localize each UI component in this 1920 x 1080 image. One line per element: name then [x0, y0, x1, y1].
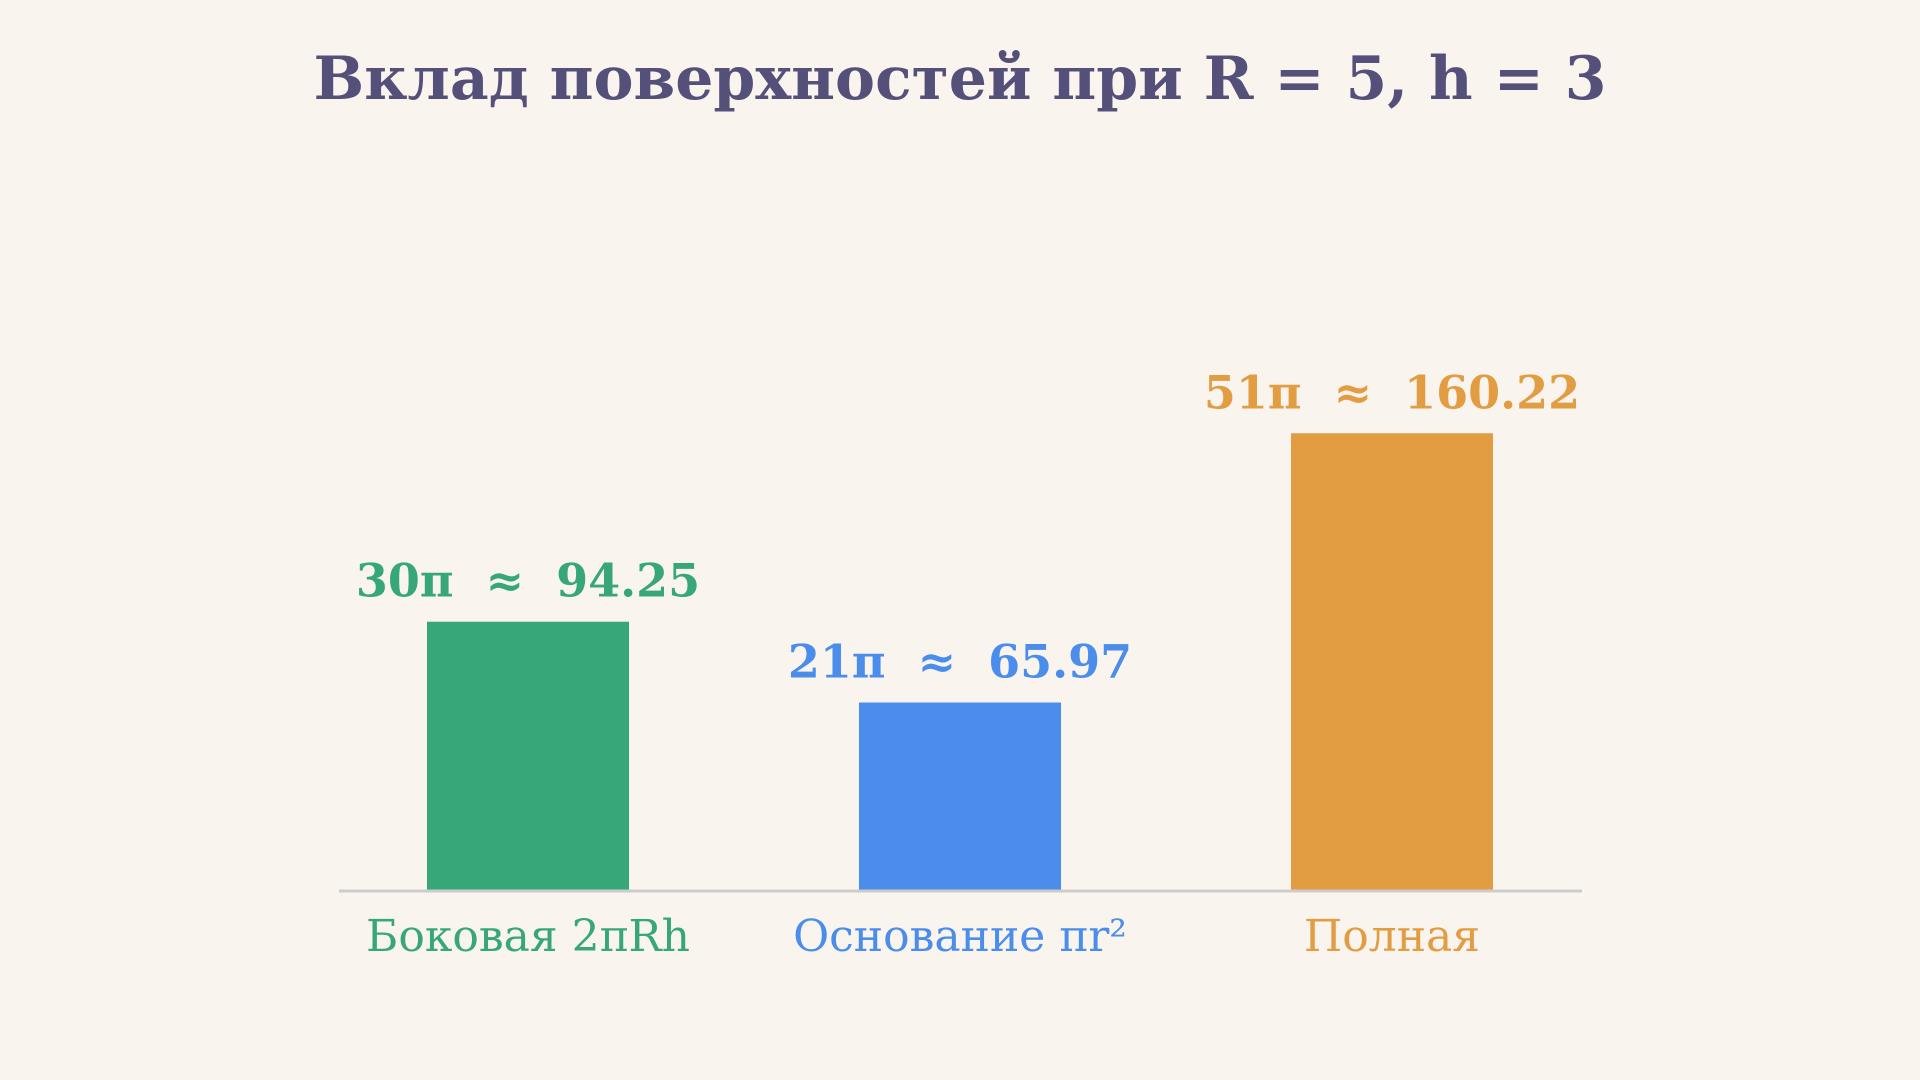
category-label-2: Основание πr²: [793, 911, 1127, 962]
value-label-2: 21π ≈ 65.97: [788, 635, 1132, 689]
value-label-3: 51π ≈ 160.22: [1204, 365, 1580, 419]
value-label-1: 30π ≈ 94.25: [356, 554, 700, 608]
category-label-1: Боковая 2πRh: [366, 911, 690, 962]
bar-2: [859, 702, 1061, 891]
category-label-3: Полная: [1304, 911, 1480, 962]
bar-1: [427, 621, 629, 891]
chart-title: Вклад поверхностей при R = 5, h = 3: [314, 44, 1607, 114]
bar-3: [1291, 433, 1493, 891]
bars-layer: 30π ≈ 94.25 Боковая 2πRh 21π ≈ 65.97 Основа…: [356, 365, 1580, 962]
